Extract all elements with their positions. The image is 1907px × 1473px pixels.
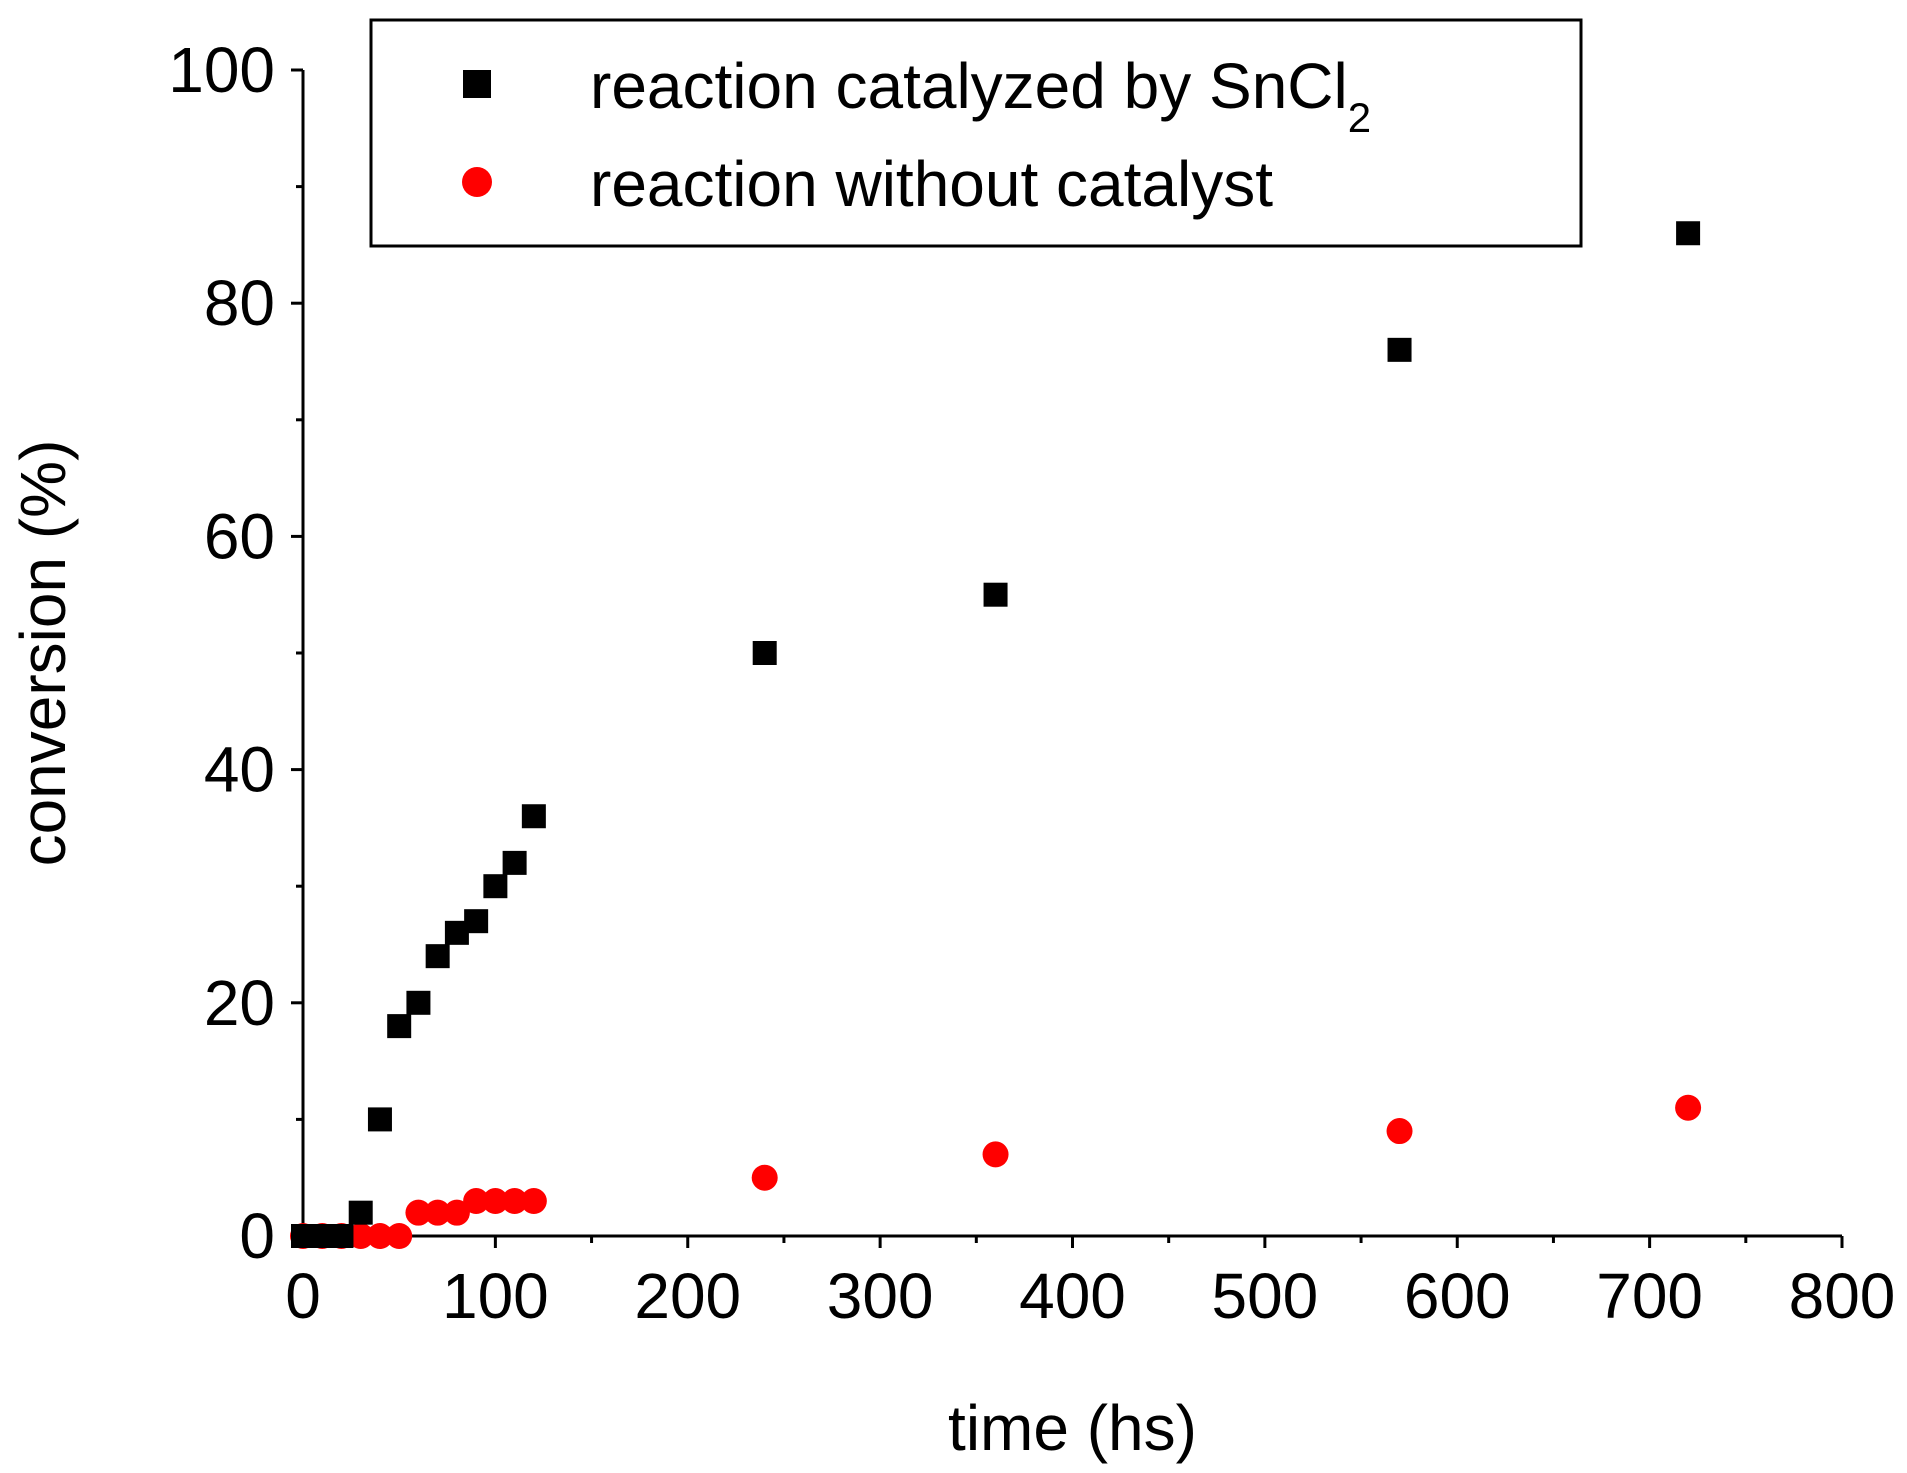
data-point-square [521,804,546,829]
y-tick-label: 40 [204,734,275,806]
y-tick-label: 60 [204,500,275,572]
x-tick-label: 400 [1019,1260,1126,1332]
data-point-circle [501,1188,528,1215]
data-point-circle [386,1223,413,1249]
y-tick-label: 100 [168,34,275,106]
data-point-square [367,1107,392,1132]
x-tick-label: 0 [285,1260,321,1332]
data-point-circle [463,1188,490,1215]
x-tick-label: 700 [1596,1260,1703,1332]
data-point-circle [1386,1118,1413,1145]
data-point-circle [347,1223,374,1249]
x-tick-label: 100 [442,1260,549,1332]
y-tick-label: 80 [204,267,275,339]
data-point-circle [482,1188,509,1215]
data-point-square [406,990,431,1015]
data-point-square [425,944,450,969]
x-tick-label: 800 [1789,1260,1896,1332]
data-point-square [502,850,527,875]
legend-label: reaction without catalyst [590,148,1273,220]
data-point-square [752,641,777,665]
x-tick-label: 200 [634,1260,741,1332]
y-tick-label: 0 [239,1200,275,1272]
data-point-square [483,874,508,899]
data-point-circle [424,1199,451,1226]
data-point-square [464,909,489,934]
data-point-circle [520,1188,547,1215]
y-axis-title: conversion (%) [7,440,79,867]
data-point-square [983,582,1008,607]
data-point-circle [1675,1094,1702,1121]
series-1-points [290,1094,1702,1249]
legend-label-subscript: 2 [1348,94,1371,141]
x-tick-label: 500 [1211,1260,1318,1332]
data-point-square [348,1200,373,1225]
data-point-square [387,1014,412,1039]
x-axis-ticks: 0 100 200 300 400 500 600 700 800 [285,1236,1895,1332]
y-axis-ticks: 0 20 40 60 80 100 [168,34,303,1272]
data-point-circle [982,1141,1009,1168]
series-0-points [291,221,1701,1248]
data-point-circle [405,1199,432,1226]
data-point-square [1387,337,1412,362]
data-point-square [329,1224,354,1248]
x-tick-label: 300 [827,1260,934,1332]
x-axis-title: time (hs) [948,1392,1197,1464]
data-point-circle [366,1223,393,1249]
legend-box [369,18,1583,248]
data-point-square [1676,221,1701,246]
legend-marker-circle [462,167,492,197]
data-point-circle [751,1164,778,1191]
data-points [290,221,1702,1249]
data-point-circle [443,1199,470,1226]
x-tick-label: 600 [1404,1260,1511,1332]
legend-marker-square [463,70,491,98]
y-tick-label: 20 [204,967,275,1039]
